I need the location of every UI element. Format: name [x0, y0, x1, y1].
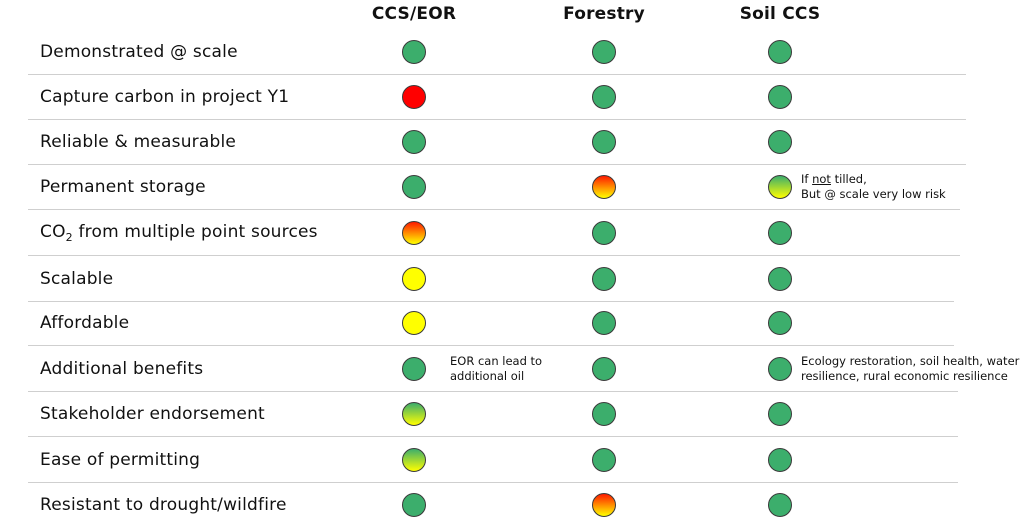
row-label: Permanent storage — [40, 176, 206, 197]
row-label: Stakeholder endorsement — [40, 403, 265, 424]
status-dot-forestry — [592, 39, 616, 64]
status-dot-forestry — [592, 84, 616, 109]
row-divider — [28, 209, 960, 210]
status-dot-forestry — [592, 220, 616, 245]
status-dot-ccs-eor — [402, 447, 426, 472]
column-header-ccs-eor: CCS/EOR — [371, 4, 457, 24]
table-row: Resistant to drought/wildfire — [0, 482, 1024, 527]
row-divider — [28, 164, 966, 165]
status-dot-soil-ccs — [768, 174, 792, 199]
status-dot-forestry — [592, 447, 616, 472]
row-label: Reliable & measurable — [40, 131, 237, 152]
row-divider — [28, 391, 958, 392]
row-label: Resistant to drought/wildfire — [40, 494, 287, 515]
row-label: Demonstrated @ scale — [40, 41, 238, 62]
status-dot-soil-ccs — [768, 447, 792, 472]
status-dot-soil-ccs — [768, 266, 792, 291]
status-dot-soil-ccs — [768, 39, 792, 64]
status-dot-soil-ccs — [768, 129, 792, 154]
status-dot-soil-ccs — [768, 310, 792, 335]
status-dot-ccs-eor — [402, 492, 426, 517]
row-divider — [28, 255, 960, 256]
row-label: Affordable — [40, 312, 130, 333]
status-dot-soil-ccs — [768, 220, 792, 245]
note-soil-ccs: Ecology restoration, soil health, water r… — [801, 353, 1020, 383]
status-dot-ccs-eor — [402, 84, 426, 109]
row-divider — [28, 74, 966, 75]
row-label: Ease of permitting — [40, 449, 201, 470]
table-row: Additional benefits EOR can lead to additi… — [0, 346, 1024, 392]
status-dot-ccs-eor — [402, 39, 426, 64]
row-label: Additional benefits — [40, 358, 204, 379]
status-dot-ccs-eor — [402, 356, 426, 381]
table-row: Scalable — [0, 256, 1024, 302]
row-label: Scalable — [40, 268, 114, 289]
row-divider — [28, 436, 958, 437]
table-row: Ease of permitting — [0, 437, 1024, 483]
status-dot-ccs-eor — [402, 310, 426, 335]
status-dot-forestry — [592, 401, 616, 426]
status-dot-forestry — [592, 174, 616, 199]
status-dot-soil-ccs — [768, 492, 792, 517]
row-divider — [28, 482, 958, 483]
status-dot-ccs-eor — [402, 129, 426, 154]
row-label: Capture carbon in project Y1 — [40, 86, 290, 107]
table-row: Affordable — [0, 300, 1024, 346]
table-row: Stakeholder endorsement — [0, 391, 1024, 437]
table-row: Demonstrated @ scale — [0, 29, 1024, 75]
table-row: Capture carbon in project Y1 — [0, 74, 1024, 120]
status-dot-soil-ccs — [768, 401, 792, 426]
row-divider — [28, 119, 966, 120]
status-dot-soil-ccs — [768, 84, 792, 109]
row-label: CO2 from multiple point sources — [40, 221, 318, 244]
status-dot-ccs-eor — [402, 174, 426, 199]
column-header-soil-ccs: Soil CCS — [739, 4, 821, 24]
status-dot-forestry — [592, 310, 616, 335]
status-dot-soil-ccs — [768, 356, 792, 381]
status-dot-forestry — [592, 129, 616, 154]
status-dot-ccs-eor — [402, 220, 426, 245]
status-dot-ccs-eor — [402, 266, 426, 291]
note-ccs-eor: EOR can lead to additional oil — [450, 353, 543, 383]
table-row: CO2 from multiple point sources — [0, 210, 1024, 256]
note-soil-ccs: If not tilled, But @ scale very low risk — [801, 171, 946, 201]
column-header-forestry: Forestry — [563, 4, 645, 24]
status-dot-forestry — [592, 356, 616, 381]
status-dot-forestry — [592, 492, 616, 517]
status-dot-ccs-eor — [402, 401, 426, 426]
row-divider — [28, 345, 954, 346]
table-row: Permanent storage If not tilled, But @ sca… — [0, 164, 1024, 210]
status-dot-forestry — [592, 266, 616, 291]
row-divider — [28, 301, 954, 302]
table-row: Reliable & measurable — [0, 119, 1024, 165]
